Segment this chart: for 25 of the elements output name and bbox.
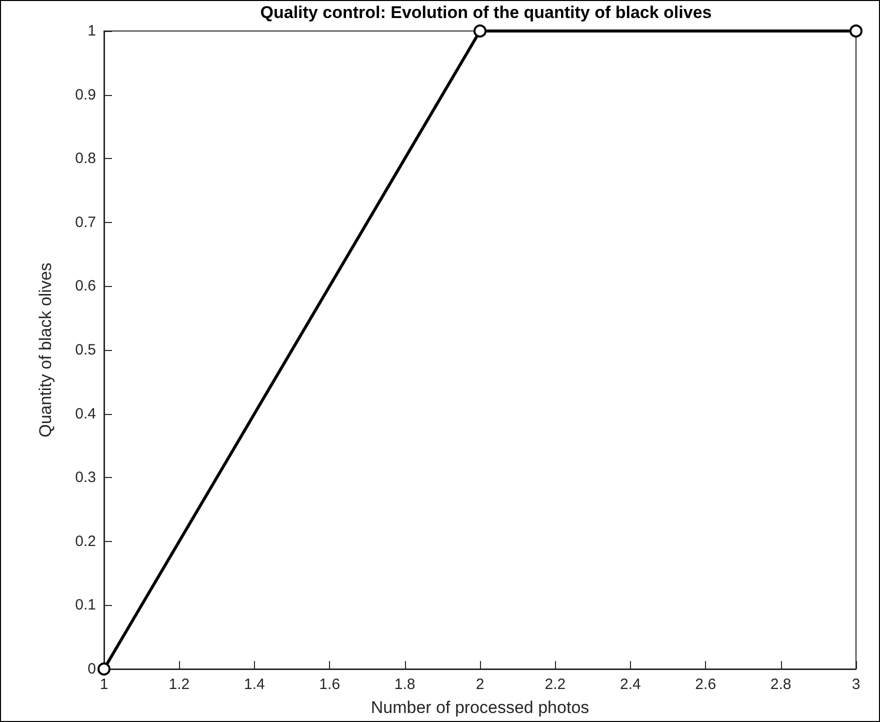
y-axis-title: Quantity of black olives: [36, 262, 55, 438]
y-tick-label: 0: [88, 660, 96, 678]
x-tick-label: 3: [852, 676, 860, 693]
y-tick-label: 0.1: [75, 596, 96, 614]
x-tick-label: 1.8: [394, 676, 416, 693]
x-tick-label: 1.2: [168, 676, 190, 693]
x-axis-title: Number of processed photos: [370, 698, 590, 717]
y-tick-label: 0.6: [75, 278, 96, 295]
x-tick-label: 2.2: [544, 676, 566, 693]
y-tick-label: 1: [88, 22, 96, 40]
x-tick-label: 1: [100, 676, 108, 693]
y-tick-label: 0.7: [75, 214, 96, 231]
y-tick-label: 0.5: [75, 342, 96, 358]
y-tick-label: 0.2: [75, 532, 96, 550]
y-tick-label: 0.3: [75, 469, 96, 486]
y-tick-label: 0.8: [75, 150, 96, 168]
chart-title: Quality control: Evolution of the quantity of black olives: [260, 3, 712, 22]
y-tick-label: 0.4: [75, 405, 96, 422]
x-tick-label: 2.4: [620, 676, 641, 693]
x-tick-label: 2: [476, 676, 484, 693]
x-tick-label: 1.6: [319, 676, 340, 693]
x-tick-label: 2.8: [770, 676, 792, 693]
x-tick-label: 2.6: [695, 676, 716, 693]
x-tick-label: 1.4: [244, 676, 265, 693]
y-tick-label: 0.9: [75, 86, 96, 104]
